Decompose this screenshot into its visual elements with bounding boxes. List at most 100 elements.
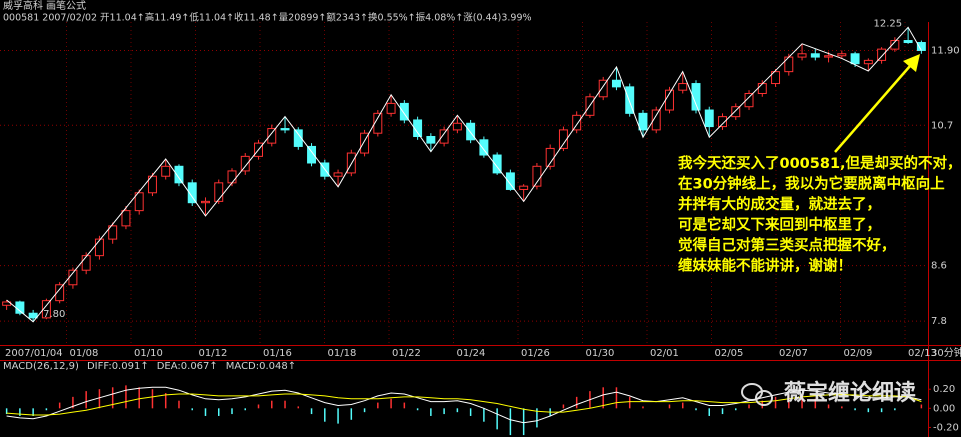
candle-body (678, 83, 688, 91)
candle-body (360, 132, 370, 154)
candle-body (784, 56, 794, 73)
candle-body (147, 175, 157, 194)
macd-line (6, 386, 922, 424)
zigzag-line (6, 26, 922, 323)
x-tick-label: 01/24 (457, 348, 486, 359)
candle-body (757, 83, 767, 94)
candle-body (572, 114, 582, 131)
candle-body (333, 172, 343, 177)
y-tick-label: 7.8 (931, 316, 947, 327)
frame (0, 22, 961, 437)
candle-body (280, 128, 290, 131)
candle-body (890, 40, 900, 50)
note-line: 并拌有大的成交量，就进去了， (678, 195, 881, 213)
y-tick-label: 10.7 (931, 120, 953, 131)
macd-readout: DEA:0.067↑ (157, 361, 218, 372)
candle-body (691, 83, 701, 111)
candle-body (121, 210, 131, 227)
candle-body (399, 102, 409, 121)
price-mark: 7.80 (43, 309, 65, 320)
candle-body (108, 225, 118, 240)
candle-body (174, 165, 184, 184)
watermark-text: 薇宝缠论细读 (784, 380, 916, 406)
y-tick-label: 0.00 (933, 403, 955, 414)
y-tick-label: 0.20 (933, 384, 955, 395)
candle-body (214, 182, 224, 202)
x-unit: 30分钟 (931, 346, 961, 359)
y-tick-label: 8.6 (931, 261, 947, 272)
candle-body (611, 79, 621, 88)
candle-body (704, 109, 714, 128)
candle-body (227, 170, 237, 184)
candle-body (651, 109, 661, 131)
macd-readout: DIFF:0.091↑ (87, 361, 149, 372)
candle-body (479, 139, 489, 156)
price-mark: 12.25 (873, 18, 902, 29)
candle-body (201, 200, 210, 204)
note-line: 我今天还买入了000581,但是却买的不对， (678, 154, 961, 172)
stock-name: 威孚高科 (3, 0, 43, 12)
x-tick-label: 01/12 (199, 348, 228, 359)
candle-body (373, 112, 383, 134)
watermark-icon (755, 390, 773, 406)
x-tick-label: 02/09 (844, 348, 873, 359)
x-tick-label: 02/13 (908, 348, 937, 359)
candle-body (903, 40, 913, 44)
candle-body (492, 154, 502, 174)
x-tick-label: 01/16 (263, 348, 292, 359)
arrow-head (903, 54, 920, 72)
x-tick-label: 01/30 (586, 348, 615, 359)
candle-body (81, 255, 91, 271)
y-tick-label: -0.20 (933, 422, 959, 433)
candle-body (413, 119, 423, 138)
macd-panel: MACD(26,12,9) DIFF:0.091↑ DEA:0.067↑ MACD:0… (3, 361, 959, 436)
candle-body (293, 129, 303, 147)
menu: 画笔公式 (46, 0, 86, 12)
candle-body (837, 53, 847, 57)
candle-body (810, 53, 820, 58)
macd-line (6, 393, 922, 416)
x-tick-label: 02/01 (650, 348, 679, 359)
candle-body (877, 48, 887, 61)
y-tick-label: 11.90 (931, 45, 960, 56)
x-tick-label: 01/08 (70, 348, 99, 359)
note: 我今天还买入了000581,但是却买的不对， 在30分钟线上，我以为它要脱离中枢向… (678, 154, 961, 275)
x-tick-label: 01/10 (134, 348, 163, 359)
x-tick-label: 01/26 (521, 348, 550, 359)
candle-body (638, 112, 648, 131)
candle-body (55, 284, 65, 302)
candle-body (744, 92, 754, 108)
macd-readout: MACD(26,12,9) (3, 361, 79, 372)
arrow (834, 54, 920, 153)
note-line: 觉得自己对第三类买点把握不好， (678, 236, 896, 254)
candle-body (41, 300, 51, 319)
watermark: 薇宝缠论细读 (741, 380, 916, 406)
candle-body (797, 53, 807, 58)
info-line: 000581 2007/02/02 开11.04↑高11.49↑低11.04↑收… (3, 12, 532, 24)
candle-body (850, 53, 860, 65)
candle-body (134, 192, 144, 212)
candle-body (161, 165, 171, 177)
candle-body (386, 102, 396, 114)
candle-body (426, 136, 436, 144)
note-line: 缠妹妹能不能讲讲，谢谢！ (678, 257, 852, 275)
macd-readout: MACD:0.048↑ (226, 361, 296, 372)
candle-body (267, 128, 277, 144)
candle-body (94, 238, 104, 257)
candle-body (863, 59, 873, 65)
candle-body (240, 155, 250, 172)
x-tick-label: 02/07 (779, 348, 808, 359)
x-tick-label: 02/05 (715, 348, 744, 359)
price-panel: 11.90 10.7 8.6 7.8 2007/01/04 01/08 01/10 01/12… (0, 18, 961, 359)
candle-body (505, 172, 515, 190)
x-tick-label: 01/18 (328, 348, 357, 359)
candle-body (598, 79, 608, 98)
candle-body (771, 71, 781, 85)
note-line: 可是它却又下来回到中枢里了， (678, 216, 881, 234)
candle-body (466, 122, 476, 141)
candle-body (558, 129, 568, 149)
candle-body (625, 86, 635, 114)
